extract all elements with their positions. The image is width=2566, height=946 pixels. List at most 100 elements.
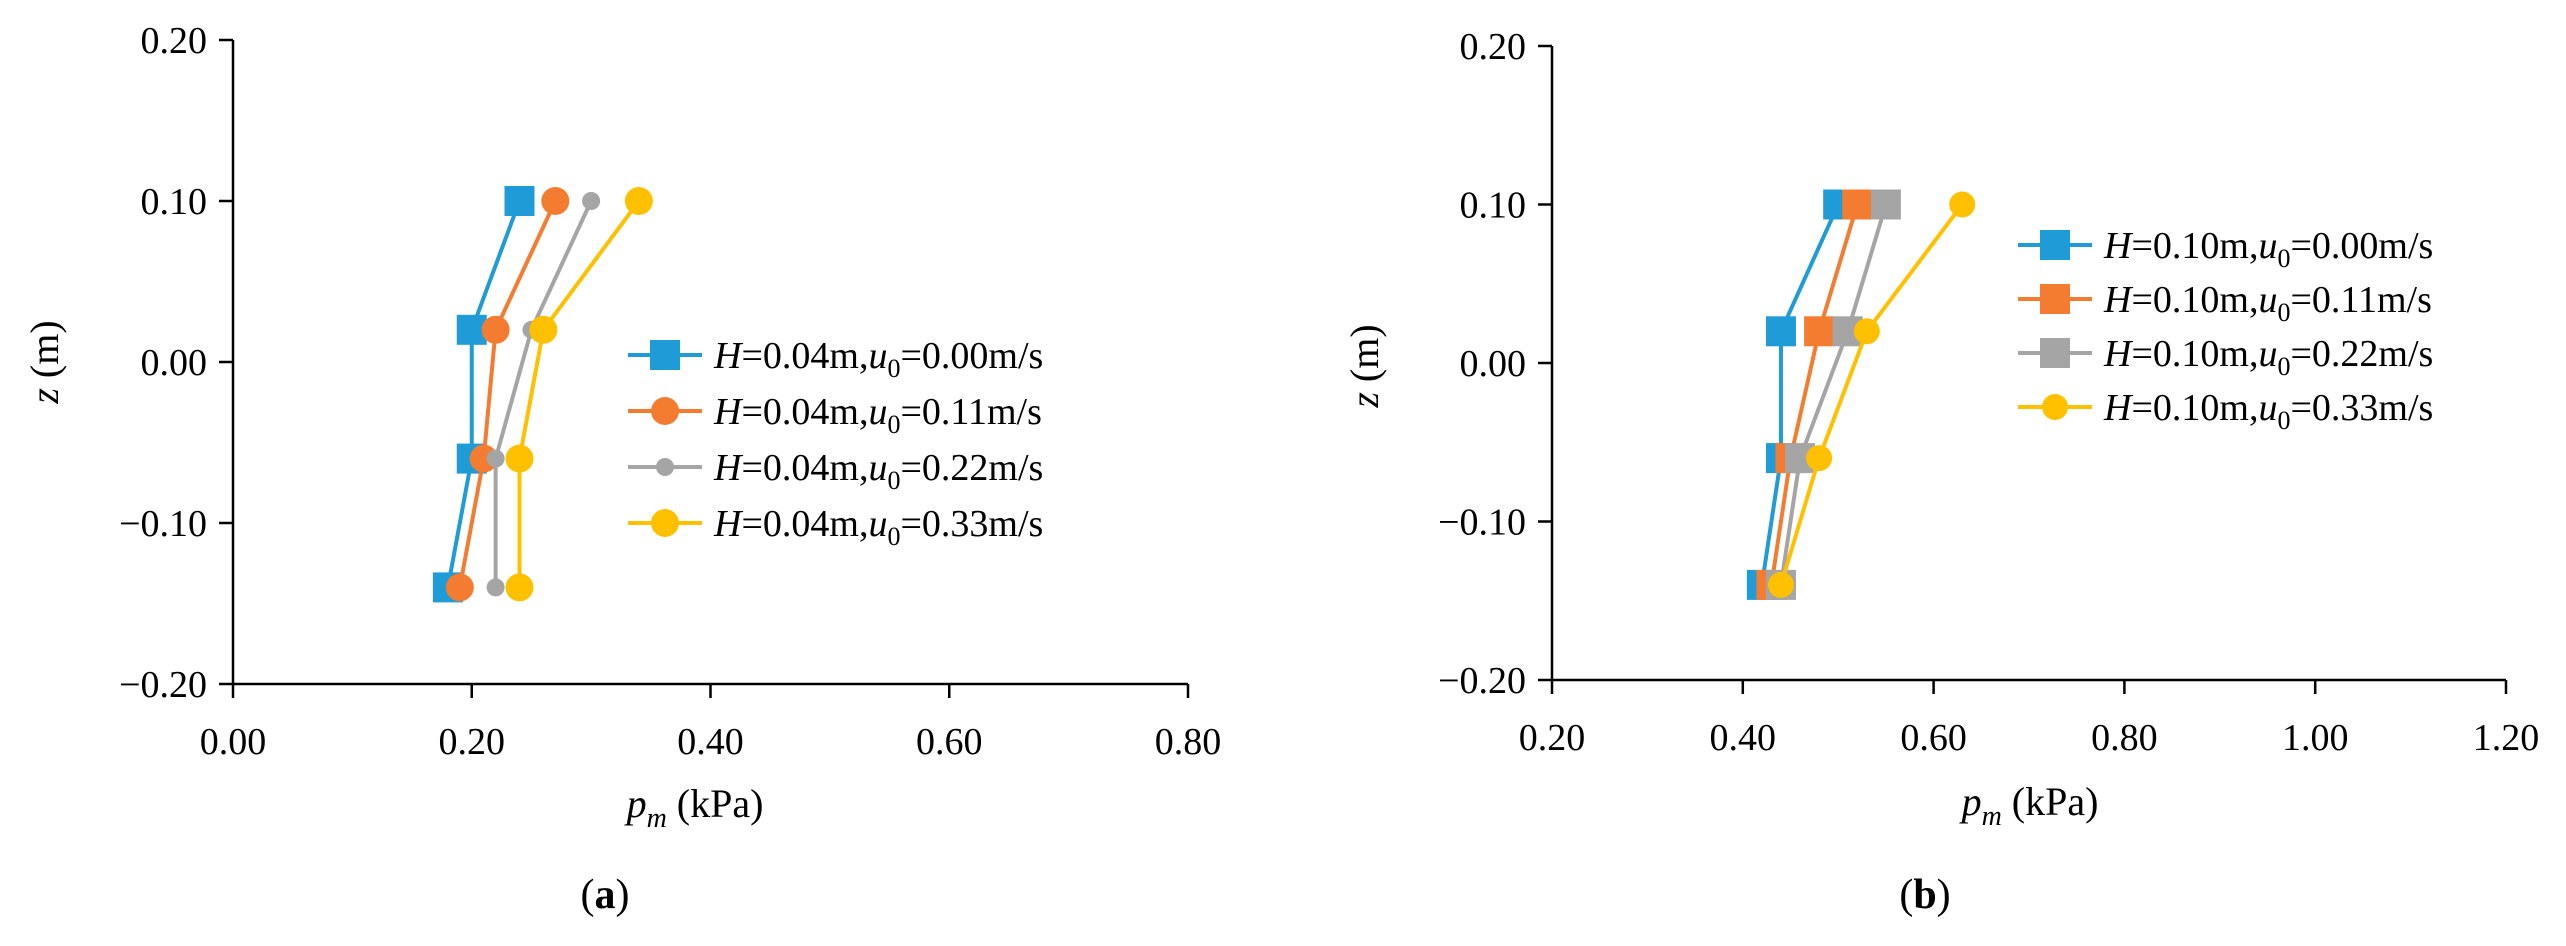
legend-eq: = <box>741 447 762 489</box>
data-point <box>1806 445 1833 472</box>
legend-h-value: 0.04m <box>763 335 859 377</box>
series-3 <box>1767 191 1976 598</box>
legend-u-value: 0.22m/s <box>2312 333 2433 375</box>
legend-marker <box>651 509 679 537</box>
y-tick-label: −0.20 <box>1438 660 1526 702</box>
panel-paren-close: ) <box>616 872 630 918</box>
legend-marker <box>651 397 679 425</box>
x-tick-label: 0.60 <box>916 721 983 763</box>
series-line <box>457 200 558 588</box>
panel-label: (b) <box>1899 872 1950 918</box>
y-axis-label: z (m) <box>1342 324 1387 408</box>
data-point <box>1842 189 1873 220</box>
legend-sub-0: 0 <box>887 522 900 551</box>
data-point <box>1949 191 1976 218</box>
legend-marker <box>650 340 680 370</box>
legend-entry: H=0.04m,u0=0.11m/s <box>628 391 1042 439</box>
x-label-unit: (kPa) <box>667 781 764 826</box>
x-axis-label: pm (kPa) <box>624 781 764 834</box>
series-1 <box>445 187 570 602</box>
y-tick-label: 0.00 <box>141 342 208 384</box>
legend-label: H=0.10m,u0=0.22m/s <box>2103 333 2433 381</box>
legend-eq: = <box>2131 333 2152 375</box>
legend-u-value: 0.00m/s <box>922 335 1043 377</box>
legend-marker <box>2040 284 2070 314</box>
legend-eq: = <box>900 391 921 433</box>
legend-h-value: 0.10m <box>2153 279 2249 321</box>
legend-sub-0: 0 <box>887 410 900 439</box>
data-point <box>1765 316 1796 347</box>
legend-var-u: u <box>2258 333 2277 375</box>
legend-eq: = <box>741 335 762 377</box>
legend-entry: H=0.10m,u0=0.11m/s <box>2018 279 2432 327</box>
legend-u-value: 0.11m/s <box>2312 279 2432 321</box>
legend-label: H=0.04m,u0=0.00m/s <box>713 335 1043 383</box>
x-tick-label: 0.40 <box>1710 717 1777 759</box>
data-point <box>505 573 534 602</box>
legend-var-h: H <box>2103 387 2134 429</box>
series-2 <box>486 192 601 597</box>
legend-marker <box>2040 230 2070 260</box>
x-tick-label: 0.20 <box>439 721 506 763</box>
legend-eq: = <box>2131 279 2152 321</box>
legend-var-h: H <box>713 335 744 377</box>
series-line <box>1769 203 1860 586</box>
panel-letter: a <box>595 872 616 918</box>
legend-h-value: 0.04m <box>763 503 859 545</box>
legend-var-h: H <box>2103 333 2134 375</box>
y-label-unit: (m) <box>22 320 67 388</box>
legend-var-u: u <box>868 391 887 433</box>
series-0 <box>1746 189 1854 600</box>
legend-comma: , <box>2249 333 2259 375</box>
panel-paren-close: ) <box>1937 872 1951 918</box>
data-point <box>541 187 570 215</box>
legend-var-u: u <box>868 447 887 489</box>
legend-u-value: 0.22m/s <box>922 447 1043 489</box>
legend-var-u: u <box>2258 225 2277 267</box>
series-line <box>445 200 522 588</box>
legend-label: H=0.04m,u0=0.33m/s <box>713 503 1043 551</box>
legend-eq: = <box>900 447 921 489</box>
legend-entry: H=0.04m,u0=0.33m/s <box>628 503 1043 551</box>
legend-comma: , <box>859 391 869 433</box>
y-tick-label: 0.10 <box>141 181 208 223</box>
legend-entry: H=0.10m,u0=0.33m/s <box>2018 387 2433 435</box>
legend-entry: H=0.10m,u0=0.00m/s <box>2018 225 2433 273</box>
y-label-variable: z <box>22 388 67 405</box>
data-point <box>505 444 534 473</box>
legend-eq: = <box>900 503 921 545</box>
series-line <box>1759 203 1841 586</box>
legend-h-value: 0.10m <box>2153 225 2249 267</box>
legend-comma: , <box>2249 225 2259 267</box>
data-point <box>504 186 535 216</box>
legend-var-u: u <box>2258 279 2277 321</box>
x-label-subscript: m <box>1982 801 2002 832</box>
legend-var-h: H <box>713 447 744 489</box>
chart-panel-b: 0.20 0.10 0.00 −0.10 −0.20 0.20 0.40 0.60 0.80 1.… <box>1342 26 2539 918</box>
legend-marker <box>2040 338 2070 368</box>
legend-var-u: u <box>868 335 887 377</box>
data-point <box>481 315 510 344</box>
legend-sub-0: 0 <box>2277 352 2290 381</box>
legend-comma: , <box>859 335 869 377</box>
panel-letter: b <box>1913 872 1936 918</box>
legend-var-h: H <box>713 391 744 433</box>
y-tick-label: 0.00 <box>1460 343 1527 385</box>
legend-var-u: u <box>2258 387 2277 429</box>
legend-label: H=0.10m,u0=0.00m/s <box>2103 225 2433 273</box>
y-label-unit: (m) <box>1342 324 1387 392</box>
legend-label: H=0.10m,u0=0.33m/s <box>2103 387 2433 435</box>
legend-u-value: 0.11m/s <box>922 391 1042 433</box>
legend-var-u: u <box>868 503 887 545</box>
data-point <box>529 315 558 344</box>
legend-sub-0: 0 <box>887 466 900 495</box>
x-axis-label: pm (kPa) <box>1959 779 2099 832</box>
panel-paren-open: ( <box>1899 872 1913 918</box>
y-label-variable: z <box>1342 392 1387 409</box>
series-3 <box>505 187 653 602</box>
legend-eq: = <box>741 391 762 433</box>
legend-var-h: H <box>713 503 744 545</box>
y-tick-label: 0.20 <box>1460 26 1527 68</box>
